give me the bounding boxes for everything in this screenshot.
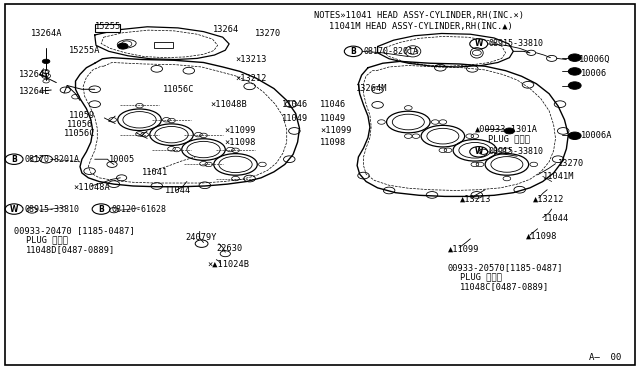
Text: ▲11099: ▲11099: [448, 245, 479, 254]
Circle shape: [568, 132, 581, 140]
Text: 00933-20570[1185-0487]: 00933-20570[1185-0487]: [448, 263, 563, 272]
FancyBboxPatch shape: [95, 24, 120, 32]
Text: NOTES»11041 HEAD ASSY-CYLINDER,RH(INC.×): NOTES»11041 HEAD ASSY-CYLINDER,RH(INC.×): [314, 11, 524, 20]
Text: ×11098: ×11098: [224, 138, 255, 147]
Text: 08170-8201A: 08170-8201A: [24, 155, 79, 164]
Text: W: W: [474, 39, 483, 48]
Text: 11049: 11049: [282, 114, 308, 123]
Text: 10006A: 10006A: [581, 131, 612, 140]
Text: B: B: [351, 47, 356, 56]
Text: 11041M: 11041M: [543, 172, 574, 181]
Text: ×11048A: ×11048A: [74, 183, 110, 192]
Circle shape: [504, 128, 515, 134]
Text: B: B: [12, 155, 17, 164]
Text: 11049: 11049: [320, 114, 346, 123]
FancyBboxPatch shape: [154, 42, 173, 48]
Text: ×13213: ×13213: [236, 55, 267, 64]
Text: 11044: 11044: [165, 186, 191, 195]
Text: ×11048B: ×11048B: [210, 100, 246, 109]
Text: W: W: [10, 205, 19, 214]
Text: 11059: 11059: [69, 111, 95, 120]
Text: PLUG プラグ: PLUG プラグ: [26, 235, 68, 244]
Circle shape: [42, 59, 50, 64]
Text: 13264D: 13264D: [19, 70, 51, 79]
Text: 08915-33810: 08915-33810: [489, 39, 544, 48]
Text: 15255A: 15255A: [69, 46, 100, 55]
Text: A–  00: A– 00: [589, 353, 621, 362]
Circle shape: [118, 43, 128, 49]
Text: 08120-61628: 08120-61628: [112, 205, 167, 214]
Text: ▲00933-1301A: ▲00933-1301A: [475, 125, 538, 134]
Text: B: B: [99, 205, 104, 214]
Text: 11041: 11041: [142, 168, 168, 177]
Text: 13270: 13270: [255, 29, 281, 38]
Text: ×13212: ×13212: [236, 74, 267, 83]
Circle shape: [568, 68, 581, 75]
Text: ▲11098: ▲11098: [526, 232, 557, 241]
Text: 11046: 11046: [282, 100, 308, 109]
Text: 13264E: 13264E: [19, 87, 51, 96]
Text: 11098: 11098: [320, 138, 346, 147]
Text: 10006: 10006: [581, 69, 607, 78]
Text: ×11099: ×11099: [320, 126, 351, 135]
Text: ▲13213: ▲13213: [460, 195, 491, 203]
Text: 13270: 13270: [558, 159, 584, 168]
Circle shape: [568, 82, 581, 89]
Text: 13264M: 13264M: [356, 84, 387, 93]
Text: 11056C: 11056C: [64, 129, 95, 138]
Text: ▲13212: ▲13212: [532, 195, 564, 203]
Text: 08915-33810: 08915-33810: [489, 147, 544, 156]
Text: 08170-8201A: 08170-8201A: [364, 47, 419, 56]
Text: PLUG プラグ: PLUG プラグ: [460, 273, 502, 282]
Text: 15255: 15255: [95, 22, 121, 31]
Text: 11048C[0487-0889]: 11048C[0487-0889]: [460, 282, 548, 291]
Text: 08915-33810: 08915-33810: [24, 205, 79, 214]
Text: 11056: 11056: [67, 120, 93, 129]
Text: 00933-20470 [1185-0487]: 00933-20470 [1185-0487]: [14, 226, 135, 235]
Text: ×▲11024B: ×▲11024B: [207, 260, 250, 269]
Text: W: W: [474, 147, 483, 156]
Text: 13264A: 13264A: [31, 29, 62, 38]
Text: 10006Q: 10006Q: [579, 55, 611, 64]
Text: 24079Y: 24079Y: [186, 233, 217, 242]
Text: 22630: 22630: [216, 244, 243, 253]
Circle shape: [568, 54, 581, 61]
Text: 11048D[0487-0889]: 11048D[0487-0889]: [26, 245, 115, 254]
Text: 11046: 11046: [320, 100, 346, 109]
Text: 11041M HEAD ASSY-CYLINDER,RH(INC.▲): 11041M HEAD ASSY-CYLINDER,RH(INC.▲): [329, 22, 513, 31]
Text: 10005: 10005: [109, 155, 135, 164]
Text: 11056C: 11056C: [163, 85, 195, 94]
Text: 13264: 13264: [212, 25, 239, 34]
Text: 11044: 11044: [543, 214, 569, 223]
Text: PLUG プラグ: PLUG プラグ: [488, 134, 530, 143]
Text: ×11099: ×11099: [224, 126, 255, 135]
